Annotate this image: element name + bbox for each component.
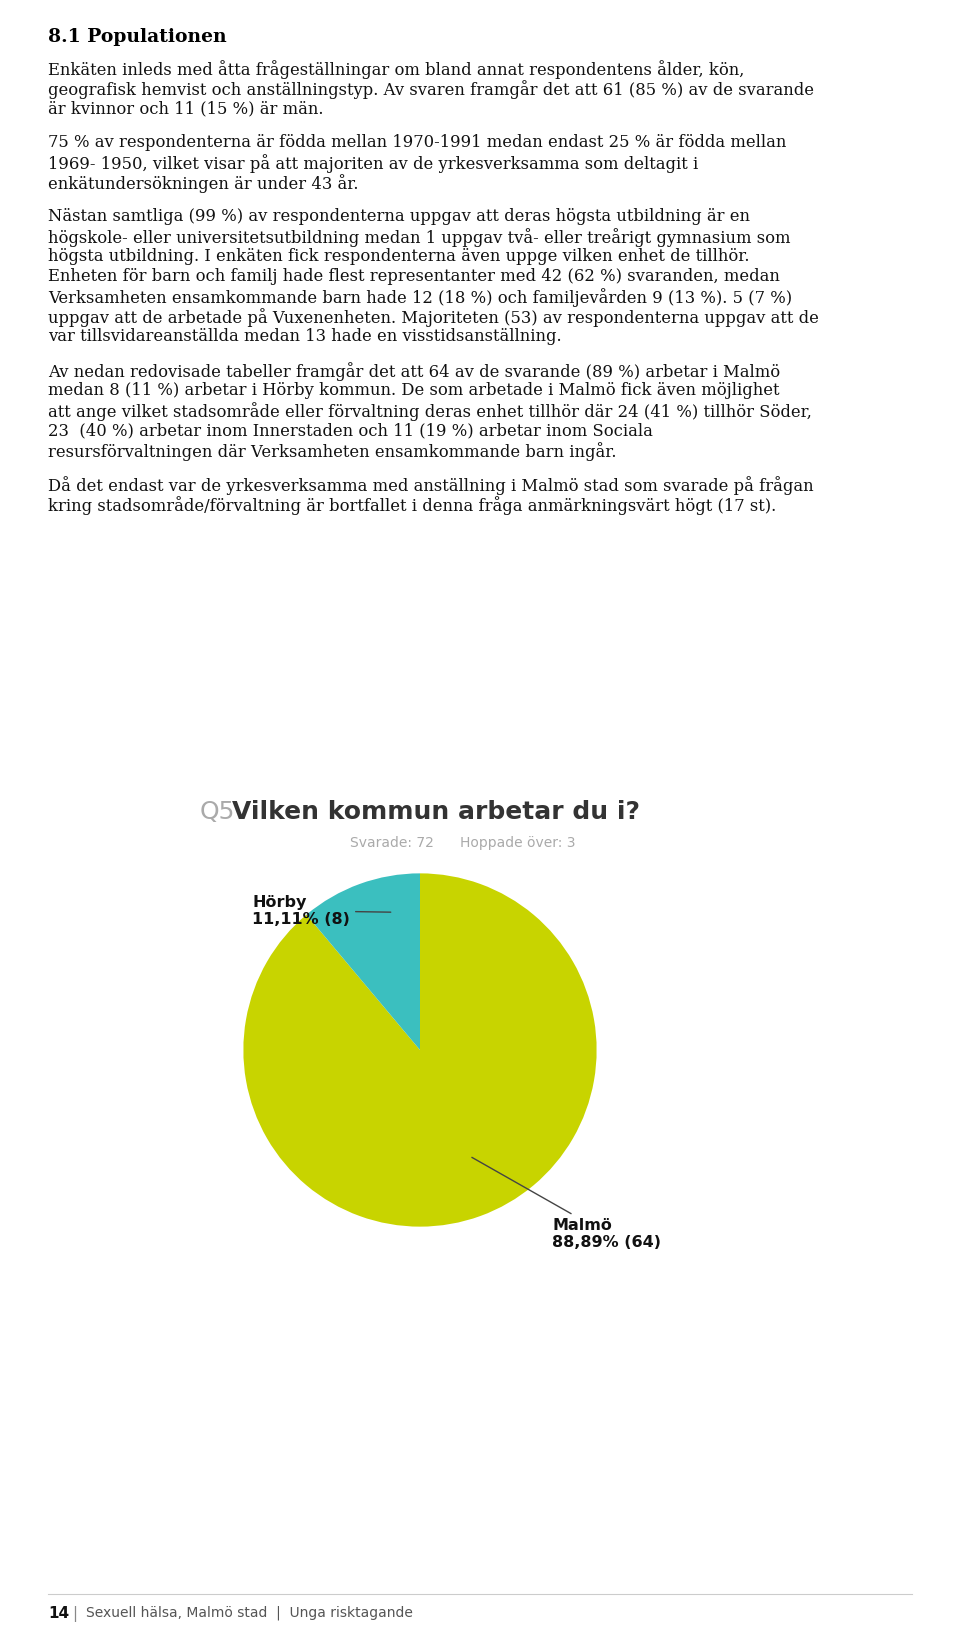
- Text: Hörby
11,11% (8): Hörby 11,11% (8): [252, 895, 391, 927]
- Text: Svarade: 72: Svarade: 72: [350, 836, 434, 849]
- Text: 23  (40 %) arbetar inom Innerstaden och 11 (19 %) arbetar inom Sociala: 23 (40 %) arbetar inom Innerstaden och 1…: [48, 422, 653, 438]
- Text: 75 % av respondenterna är födda mellan 1970-1991 medan endast 25 % är födda mell: 75 % av respondenterna är födda mellan 1…: [48, 134, 786, 152]
- Text: geografisk hemvist och anställningstyp. Av svaren framgår det att 61 (85 %) av d: geografisk hemvist och anställningstyp. …: [48, 80, 814, 99]
- Text: resursförvaltningen där Verksamheten ensamkommande barn ingår.: resursförvaltningen där Verksamheten ens…: [48, 442, 616, 461]
- Text: Verksamheten ensamkommande barn hade 12 (18 %) och familjevården 9 (13 %). 5 (7 : Verksamheten ensamkommande barn hade 12 …: [48, 289, 792, 306]
- Text: uppgav att de arbetade på Vuxenenheten. Majoriteten (53) av respondenterna uppga: uppgav att de arbetade på Vuxenenheten. …: [48, 308, 819, 328]
- Text: Då det endast var de yrkesverksamma med anställning i Malmö stad som svarade på : Då det endast var de yrkesverksamma med …: [48, 476, 814, 496]
- Text: Malmö
88,89% (64): Malmö 88,89% (64): [472, 1157, 661, 1250]
- Text: enkätundersökningen är under 43 år.: enkätundersökningen är under 43 år.: [48, 174, 358, 192]
- Text: att ange vilket stadsområde eller förvaltning deras enhet tillhör där 24 (41 %) : att ange vilket stadsområde eller förval…: [48, 403, 812, 421]
- Text: Enkäten inleds med åtta frågeställningar om bland annat respondentens ålder, kön: Enkäten inleds med åtta frågeställningar…: [48, 60, 744, 78]
- Text: Enheten för barn och familj hade flest representanter med 42 (62 %) svaranden, m: Enheten för barn och familj hade flest r…: [48, 267, 780, 285]
- Text: högsta utbildning. I enkäten fick respondenterna även uppge vilken enhet de till: högsta utbildning. I enkäten fick respon…: [48, 248, 750, 266]
- Text: Sexuell hälsa, Malmö stad  |  Unga risktagande: Sexuell hälsa, Malmö stad | Unga risktag…: [86, 1606, 413, 1620]
- Text: Nästan samtliga (99 %) av respondenterna uppgav att deras högsta utbildning är e: Nästan samtliga (99 %) av respondenterna…: [48, 209, 750, 225]
- Text: var tillsvidareanställda medan 13 hade en visstidsanställning.: var tillsvidareanställda medan 13 hade e…: [48, 328, 562, 346]
- Text: högskole- eller universitetsutbildning medan 1 uppgav två- eller treårigt gymnas: högskole- eller universitetsutbildning m…: [48, 228, 790, 246]
- Wedge shape: [244, 874, 596, 1227]
- Text: Av nedan redovisade tabeller framgår det att 64 av de svarande (89 %) arbetar i : Av nedan redovisade tabeller framgår det…: [48, 362, 780, 381]
- Text: Hoppade över: 3: Hoppade över: 3: [460, 836, 575, 849]
- Text: Q5: Q5: [200, 800, 235, 825]
- Text: kring stadsområde/förvaltning är bortfallet i denna fråga anmärkningsvärt högt (: kring stadsområde/förvaltning är bortfal…: [48, 496, 777, 515]
- Text: Vilken kommun arbetar du i?: Vilken kommun arbetar du i?: [232, 800, 640, 825]
- Text: 14: 14: [48, 1606, 69, 1620]
- Text: 8.1 Populationen: 8.1 Populationen: [48, 28, 227, 46]
- Text: är kvinnor och 11 (15 %) är män.: är kvinnor och 11 (15 %) är män.: [48, 99, 324, 117]
- Text: medan 8 (11 %) arbetar i Hörby kommun. De som arbetade i Malmö fick även möjligh: medan 8 (11 %) arbetar i Hörby kommun. D…: [48, 381, 780, 399]
- Text: 1969- 1950, vilket visar på att majoriten av de yrkesverksamma som deltagit i: 1969- 1950, vilket visar på att majorite…: [48, 153, 698, 173]
- Text: |: |: [72, 1606, 77, 1622]
- Wedge shape: [306, 874, 420, 1050]
